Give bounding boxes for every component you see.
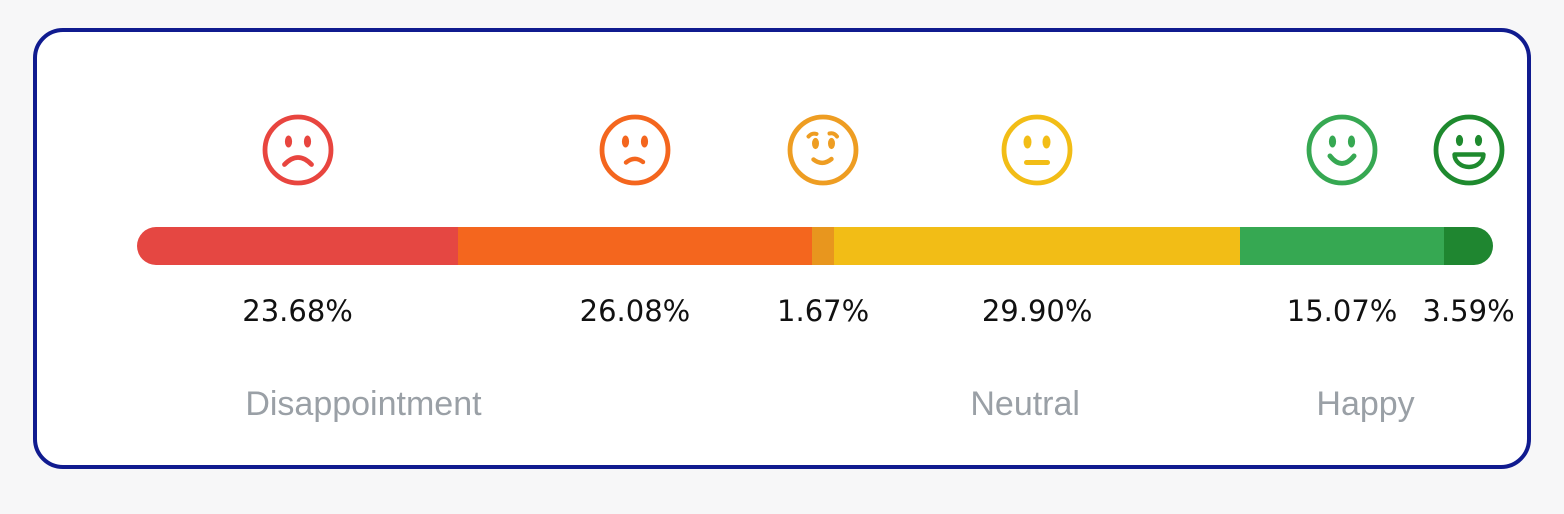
bar-segment-very-happy — [1444, 227, 1493, 265]
percent-labels-row: 23.68% 26.08% 1.67% 29.90% 15.07% 3.59% — [137, 293, 1514, 329]
grinning-face-icon — [1433, 114, 1505, 186]
category-label-disappointment: Disappointment — [245, 385, 482, 423]
sad-face-icon — [262, 114, 334, 186]
category-labels-row: Disappointment Neutral Happy — [137, 382, 1493, 426]
percent-label-very-happy: 3.59% — [1422, 294, 1515, 328]
bar-segment-neutral — [834, 227, 1240, 265]
sentiment-stacked-bar — [137, 227, 1493, 265]
bar-segment-slightly-happy — [811, 227, 835, 265]
category-label-happy: Happy — [1316, 385, 1415, 423]
percent-label-happy: 15.07% — [1286, 294, 1398, 328]
percent-label-slightly-happy: 1.67% — [777, 294, 870, 328]
category-label-neutral: Neutral — [970, 385, 1080, 423]
faces-row — [137, 114, 1504, 186]
slightly-smiling-face-icon — [787, 114, 859, 186]
bar-segment-unhappy — [458, 227, 812, 265]
percent-label-unhappy: 26.08% — [579, 294, 691, 328]
percent-label-disappointed: 23.68% — [242, 294, 353, 328]
sentiment-scale-card: 23.68% 26.08% 1.67% 29.90% 15.07% 3.59% … — [33, 28, 1531, 469]
bar-segment-disappointed — [137, 227, 459, 265]
bar-segment-happy — [1239, 227, 1445, 265]
frowning-face-icon — [599, 114, 671, 186]
neutral-face-icon — [1001, 114, 1073, 186]
percent-label-neutral: 29.90% — [981, 294, 1093, 328]
smiling-face-icon — [1306, 114, 1378, 186]
